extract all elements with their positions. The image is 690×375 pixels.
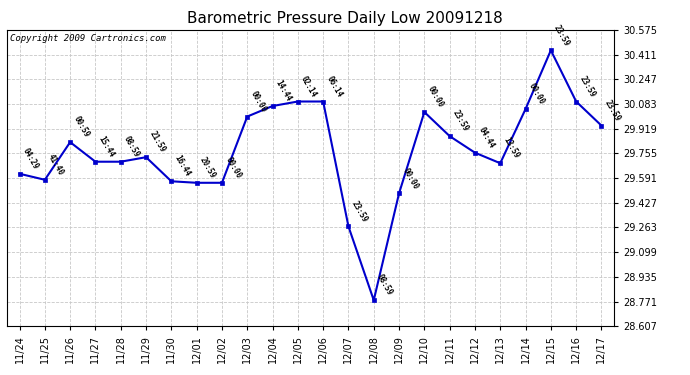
Text: Barometric Pressure Daily Low 20091218: Barometric Pressure Daily Low 20091218	[187, 11, 503, 26]
Text: 20:59: 20:59	[198, 156, 217, 180]
Text: 16:44: 16:44	[172, 154, 192, 178]
Text: 15:44: 15:44	[97, 134, 116, 159]
Text: 21:59: 21:59	[148, 130, 167, 154]
Text: 23:59: 23:59	[552, 23, 571, 48]
Text: 00:00: 00:00	[224, 156, 243, 180]
Text: 23:59: 23:59	[578, 74, 597, 99]
Text: 13:59: 13:59	[502, 136, 521, 160]
Text: 02:14: 02:14	[299, 74, 319, 99]
Text: 08:59: 08:59	[122, 134, 141, 159]
Text: 23:59: 23:59	[350, 199, 369, 223]
Text: 23:59: 23:59	[603, 98, 622, 123]
Text: 00:00: 00:00	[426, 85, 445, 109]
Text: 14:44: 14:44	[274, 79, 293, 103]
Text: 41:40: 41:40	[46, 153, 66, 177]
Text: 23:59: 23:59	[451, 109, 471, 134]
Text: 00:00: 00:00	[400, 166, 420, 190]
Text: Copyright 2009 Cartronics.com: Copyright 2009 Cartronics.com	[10, 34, 166, 44]
Text: 04:29: 04:29	[21, 147, 40, 171]
Text: 00:00: 00:00	[527, 82, 546, 106]
Text: 06:14: 06:14	[324, 74, 344, 99]
Text: 08:59: 08:59	[375, 273, 395, 297]
Text: 00:59: 00:59	[72, 115, 91, 140]
Text: 00:00: 00:00	[248, 89, 268, 114]
Text: 04:44: 04:44	[476, 125, 495, 150]
